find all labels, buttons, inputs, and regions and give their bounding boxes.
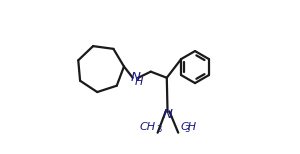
Text: N: N bbox=[163, 108, 172, 121]
Text: 3: 3 bbox=[156, 125, 161, 134]
Text: CH: CH bbox=[181, 122, 196, 132]
Text: 3: 3 bbox=[185, 125, 190, 134]
Text: N: N bbox=[130, 71, 140, 84]
Text: CH: CH bbox=[139, 122, 155, 132]
Text: H: H bbox=[135, 77, 143, 87]
